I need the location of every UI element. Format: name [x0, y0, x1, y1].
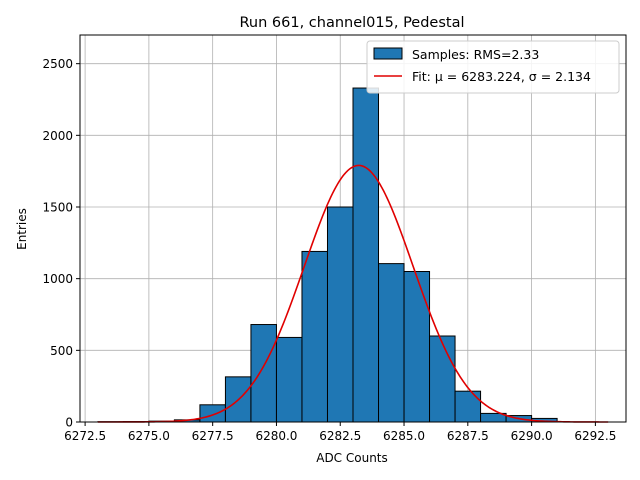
- x-tick-label: 6292.5: [574, 429, 616, 443]
- x-tick-label: 6272.5: [64, 429, 106, 443]
- histogram-bar: [403, 271, 431, 423]
- histogram-bar: [429, 335, 456, 423]
- fit-curve: [97, 164, 609, 423]
- x-tick-label: 6290.0: [511, 429, 553, 443]
- x-tick-label: 6285.0: [383, 429, 425, 443]
- legend: Samples: RMS=2.33 Fit: μ = 6283.224, σ =…: [366, 40, 620, 94]
- x-axis-label: ADC Counts: [316, 451, 388, 465]
- y-tick-label: 2500: [42, 57, 73, 71]
- histogram-bar: [326, 206, 354, 423]
- x-tick-label: 6277.5: [192, 429, 234, 443]
- x-tick-label: 6280.0: [255, 429, 297, 443]
- histogram-bar: [378, 263, 405, 423]
- y-tick-label: 1000: [42, 272, 73, 286]
- y-tick-label: 0: [65, 416, 73, 430]
- histogram-bar: [250, 324, 277, 423]
- x-tick-label: 6287.5: [447, 429, 489, 443]
- histogram-bar: [275, 336, 303, 423]
- x-tick-label: 6282.5: [319, 429, 361, 443]
- histogram-bar: [454, 390, 482, 423]
- y-tick-label: 500: [50, 344, 73, 358]
- y-tick-label: 1500: [42, 201, 73, 215]
- y-axis-ticks: 0 500 1000 1500 2000 2500: [42, 57, 80, 430]
- legend-label-samples: Samples: RMS=2.33: [412, 47, 539, 62]
- legend-patch-samples: [373, 47, 403, 60]
- histogram-bar: [352, 87, 380, 423]
- y-tick-label: 2000: [42, 129, 73, 143]
- histogram-bar: [301, 250, 328, 423]
- chart-title: Run 661, channel015, Pedestal: [239, 15, 464, 31]
- x-axis-ticks: 6272.5 6275.0 6277.5 6280.0 6282.5 6285.0 6287…: [64, 422, 616, 443]
- legend-label-fit: Fit: μ = 6283.224, σ = 2.134: [412, 69, 591, 84]
- plot-frame: [79, 34, 627, 423]
- histogram-bar: [199, 404, 226, 423]
- y-axis-label: Entries: [15, 208, 29, 250]
- legend-box: [366, 40, 620, 94]
- x-tick-label: 6275.0: [128, 429, 170, 443]
- histogram-bars: [97, 87, 558, 423]
